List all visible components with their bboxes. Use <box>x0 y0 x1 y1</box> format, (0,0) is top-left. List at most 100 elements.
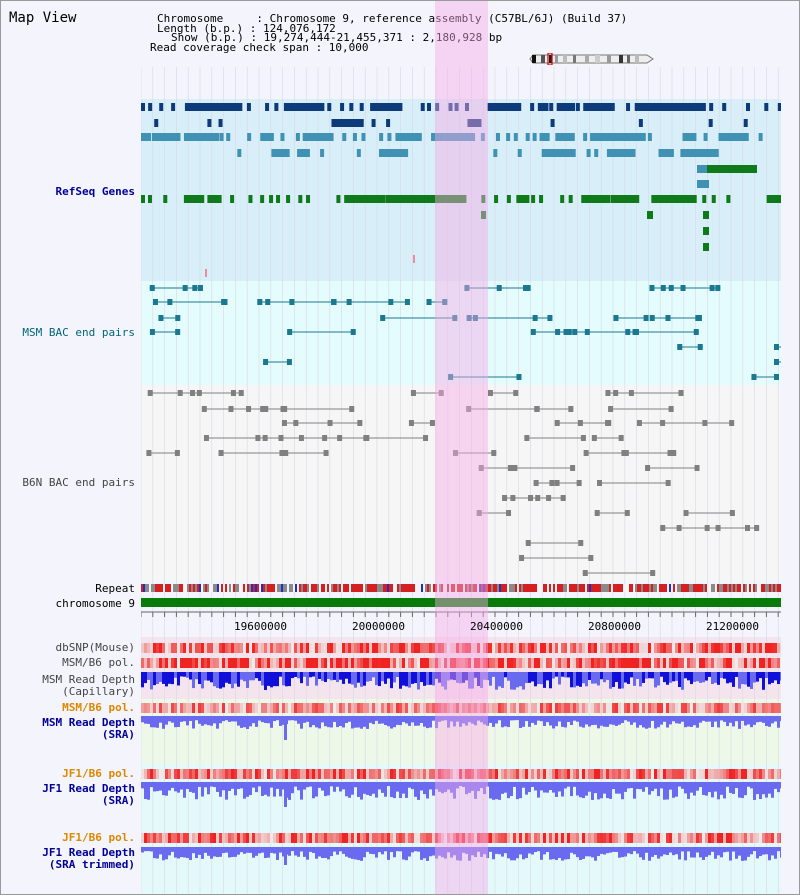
read-depth-bar <box>453 782 456 799</box>
polymorphism-cell <box>408 658 411 668</box>
polymorphism-cell <box>201 643 204 653</box>
genome-track-area[interactable] <box>140 1 799 894</box>
track-label-msm-read-depth-sra[interactable]: MSM Read Depth <box>42 716 135 729</box>
read-depth-bar <box>435 672 438 679</box>
bac-end-marker <box>322 435 328 441</box>
polymorphism-cell <box>354 833 357 843</box>
read-depth-bar <box>276 716 279 721</box>
read-depth-bar <box>465 782 468 795</box>
read-depth-bar <box>639 847 642 858</box>
polymorphism-cell <box>453 833 456 843</box>
read-depth-bar <box>213 782 216 788</box>
polymorphism-cell <box>234 658 237 668</box>
polymorphism-cell <box>306 833 309 843</box>
polymorphism-cell <box>486 833 489 843</box>
read-depth-bar <box>336 672 339 683</box>
track-label-msm-bac[interactable]: MSM BAC end pairs <box>22 326 135 339</box>
repeat-feature <box>327 584 329 592</box>
polymorphism-cell <box>705 658 708 668</box>
read-depth-bar <box>726 782 729 787</box>
read-depth-bar <box>678 782 681 787</box>
polymorphism-cell <box>390 703 393 713</box>
polymorphism-cell <box>399 703 402 713</box>
genome-tracks-canvas[interactable] <box>140 1 799 894</box>
read-depth-bar <box>777 672 780 685</box>
gene-feature <box>260 133 274 141</box>
repeat-feature <box>687 584 689 592</box>
read-depth-bar <box>555 847 558 861</box>
polymorphism-cell <box>240 769 243 779</box>
polymorphism-cell <box>156 833 159 843</box>
gene-feature <box>647 133 652 141</box>
read-depth-bar <box>284 716 287 740</box>
repeat-feature <box>733 584 735 592</box>
gene-feature <box>295 133 300 141</box>
read-depth-bar <box>360 847 363 861</box>
read-depth-bar <box>549 782 552 790</box>
read-depth-bar <box>417 716 420 726</box>
bac-end-marker <box>410 390 416 396</box>
track-label-jf1-b6-pol-trim[interactable]: JF1/B6 pol. <box>62 831 135 844</box>
polymorphism-cell <box>402 703 405 713</box>
track-label-refseq-genes[interactable]: RefSeq Genes <box>55 185 135 198</box>
gene-feature <box>408 133 413 141</box>
track-label-dbsnp[interactable]: dbSNP(Mouse) <box>55 641 135 654</box>
polymorphism-cell <box>621 703 624 713</box>
track-label-jf1-read-depth-sra[interactable]: JF1 Read Depth <box>42 782 135 795</box>
repeat-feature <box>605 584 607 592</box>
repeat-feature <box>471 584 473 592</box>
track-label-repeat[interactable]: Repeat <box>95 582 135 595</box>
gene-feature <box>570 133 575 141</box>
track-label-msm-b6-pol-sra[interactable]: MSM/B6 pol. <box>62 701 135 714</box>
read-depth-bar <box>525 716 528 722</box>
track-label-jf1-read-depth-trim[interactable]: JF1 Read Depth <box>42 846 135 859</box>
repeat-feature <box>265 584 267 592</box>
repeat-feature <box>431 584 433 592</box>
gene-feature <box>331 119 364 127</box>
read-depth-bar <box>462 716 465 724</box>
selected-region-highlight[interactable] <box>435 1 488 894</box>
read-depth-bar <box>732 847 735 852</box>
read-depth-bar <box>498 847 501 855</box>
chromosome-ideogram-icon[interactable] <box>529 53 657 65</box>
repeat-feature <box>185 584 187 592</box>
repeat-feature <box>375 584 377 592</box>
repeat-feature <box>497 584 499 592</box>
track-label-msm-b6-pol[interactable]: MSM/B6 pol. <box>62 656 135 669</box>
gene-feature <box>309 133 333 141</box>
gene-feature <box>610 103 615 111</box>
track-label-b6n-bac[interactable]: B6N BAC end pairs <box>22 476 135 489</box>
repeat-feature <box>609 584 611 592</box>
polymorphism-cell <box>300 643 303 653</box>
read-depth-bar <box>429 672 432 685</box>
polymorphism-cell <box>324 769 327 779</box>
read-depth-bar <box>459 782 462 787</box>
track-label-jf1-b6-pol[interactable]: JF1/B6 pol. <box>62 767 135 780</box>
repeat-feature <box>423 584 425 592</box>
read-depth-bar <box>771 716 774 724</box>
axis-tick-label: 21200000 <box>706 620 759 633</box>
bac-end-marker <box>476 510 482 516</box>
polymorphism-cell <box>735 703 738 713</box>
repeat-feature <box>237 584 239 592</box>
track-label-chromosome[interactable]: chromosome 9 <box>55 597 135 610</box>
polymorphism-cell <box>462 658 465 668</box>
read-depth-bar <box>255 847 258 856</box>
bac-end-marker <box>560 495 566 501</box>
polymorphism-cell <box>504 643 507 653</box>
read-depth-bar <box>168 782 171 791</box>
show-range-info: Show (b.p.) : 19,274,444-21,455,371 : 2,… <box>171 31 503 44</box>
read-depth-bar <box>774 782 777 789</box>
polymorphism-cell <box>525 833 528 843</box>
track-label-msm-read-depth-cap[interactable]: MSM Read Depth <box>42 673 135 686</box>
read-depth-bar <box>606 672 609 680</box>
polymorphism-cell <box>309 769 312 779</box>
polymorphism-cell <box>273 658 276 668</box>
read-depth-bar <box>693 847 696 858</box>
read-depth-bar <box>384 716 387 726</box>
repeat-feature <box>351 584 353 592</box>
read-depth-bar <box>420 782 423 791</box>
gene-feature <box>651 195 689 203</box>
read-depth-bar <box>237 716 240 726</box>
polymorphism-cell <box>357 658 360 668</box>
